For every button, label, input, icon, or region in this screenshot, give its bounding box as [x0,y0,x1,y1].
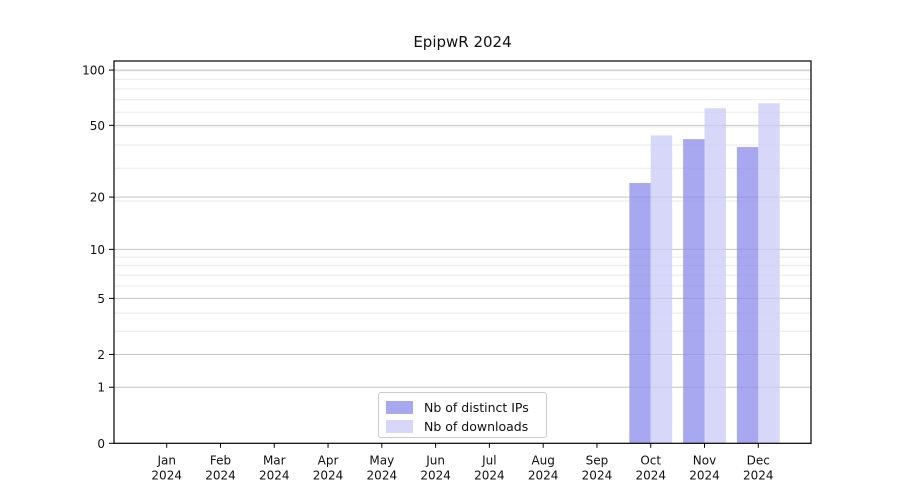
x-tick-label-year: 2024 [528,468,559,482]
x-tick-label-year: 2024 [205,468,236,482]
x-tick-label-year: 2024 [259,468,290,482]
x-tick-label-month: Oct [640,453,661,467]
legend: Nb of distinct IPs Nb of downloads [378,392,547,438]
x-tick-label-month: May [369,453,394,467]
legend-item-distinct-ips: Nb of distinct IPs [386,398,539,416]
legend-swatch-distinct-ips [386,400,413,414]
y-tick-label: 10 [90,243,105,257]
bar-1-oct [650,135,673,444]
x-tick-label-year: 2024 [151,468,182,482]
y-tick-label: 100 [82,64,105,78]
bar-0-dec [736,147,759,444]
x-tick-label-year: 2024 [582,468,613,482]
legend-label-downloads: Nb of downloads [424,418,529,434]
bar-1-dec [758,103,780,444]
x-tick-label-year: 2024 [367,468,398,482]
axis-frame [113,60,812,444]
legend-label-distinct-ips: Nb of distinct IPs [424,399,529,415]
chart-title: EpipwR 2024 [413,33,512,51]
bar-0-nov [683,139,705,444]
x-tick-label-month: Aug [531,453,554,467]
y-tick-label: 2 [97,348,105,362]
x-tick-label-year: 2024 [420,468,451,482]
x-tick-label-month: Jan [156,453,176,467]
x-tick-label-month: Nov [693,453,716,467]
x-tick-label-year: 2024 [743,468,774,482]
y-tick-label: 20 [90,191,105,205]
x-tick-label-year: 2024 [313,468,344,482]
bar-1-nov [704,108,726,444]
x-tick-label-month: Apr [318,453,339,467]
x-tick-label-month: Jul [481,453,496,467]
y-tick-label: 1 [97,381,105,395]
legend-swatch-downloads [386,419,413,433]
x-tick-label-month: Mar [263,453,286,467]
x-tick-label-year: 2024 [689,468,720,482]
x-tick-label-month: Feb [210,453,231,467]
y-tick-label: 5 [97,292,105,306]
x-tick-label-year: 2024 [635,468,666,482]
bar-0-oct [629,182,651,444]
x-tick-label-month: Dec [747,453,770,467]
x-tick-label-month: Jun [425,453,445,467]
y-tick-label: 50 [90,119,105,133]
y-tick-label: 0 [97,437,105,451]
x-tick-label-year: 2024 [474,468,505,482]
legend-item-downloads: Nb of downloads [386,417,539,435]
x-tick-label-month: Sep [586,453,609,467]
